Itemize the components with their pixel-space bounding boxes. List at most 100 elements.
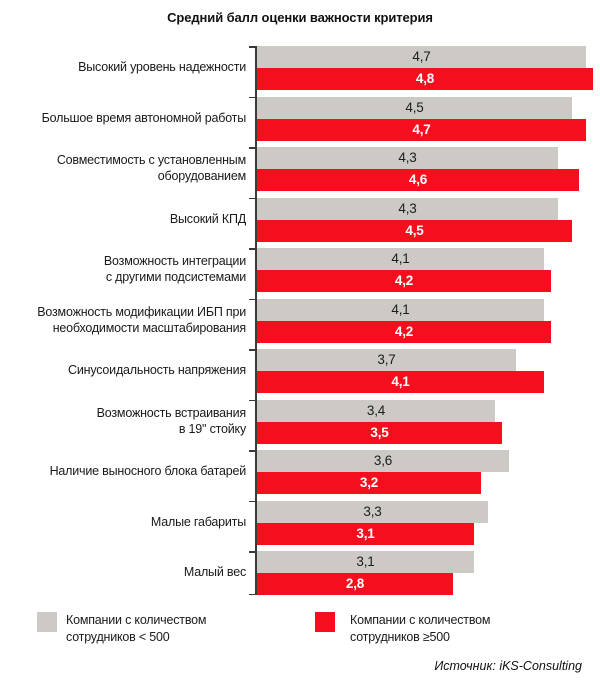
value-label: 4,3	[398, 200, 417, 216]
bar-companies-lt500: 3,4	[257, 399, 495, 422]
plot-area: 3,3 3,1	[249, 500, 600, 551]
bar-companies-gte500: 4,5	[257, 219, 572, 242]
bar-companies-lt500: 4,1	[257, 248, 544, 270]
category-label: Возможность интеграции с другими подсист…	[103, 254, 246, 284]
plot-area: 3,4 3,5	[249, 399, 600, 450]
bar-companies-lt500: 3,1	[257, 551, 475, 573]
plot-area: 4,3 4,5	[249, 197, 600, 248]
plot-area: 4,7 4,8	[249, 46, 600, 97]
plot-area: 4,1 4,2	[249, 298, 600, 349]
axis-tick	[249, 147, 257, 149]
value-label: 4,2	[394, 273, 414, 288]
value-label: 3,5	[370, 424, 389, 440]
plot-area: 3,7 4,1	[249, 349, 600, 400]
bar-companies-gte500: 4,7	[257, 118, 586, 141]
axis-tick	[249, 197, 257, 199]
category-label: Возможность встраивания в 19" стойку	[96, 405, 247, 436]
value-label: 3,1	[356, 525, 375, 541]
value-label: 4,1	[391, 301, 410, 317]
chart-row: Большое время автономной работы 4,5 4,7	[0, 96, 600, 147]
bar-companies-gte500: 3,2	[257, 472, 481, 494]
bar-companies-lt500: 4,3	[257, 147, 559, 169]
legend-swatch-gray	[37, 612, 57, 632]
bar-companies-lt500: 4,1	[257, 298, 544, 321]
axis-tick	[249, 96, 257, 98]
legend-item-companies-gte500: Компании с количеством сотрудников ≥500	[315, 612, 490, 646]
bar-companies-gte500: 3,5	[257, 421, 502, 444]
plot-area: 4,5 4,7	[249, 96, 600, 147]
value-label: 4,1	[391, 374, 410, 389]
axis-tick	[249, 248, 257, 250]
axis-tick	[249, 298, 257, 300]
chart-row: Возможность встраивания в 19" стойку 3,4 3…	[0, 399, 600, 450]
value-label: 3,4	[366, 402, 386, 418]
chart-row: Наличие выносного блока батарей 3,6 3,2	[0, 450, 600, 501]
axis-tick	[249, 593, 257, 595]
bar-companies-gte500: 4,1	[257, 371, 544, 393]
axis-tick	[249, 399, 257, 401]
axis-tick	[249, 46, 257, 48]
bar-companies-gte500: 4,2	[257, 320, 551, 343]
source-caption: Источник: iKS-Consulting	[434, 659, 582, 673]
legend-label: Компании с количеством сотрудников ≥500	[350, 613, 491, 644]
category-label: Малые габариты	[150, 514, 246, 529]
chart-row: Возможность интеграции с другими подсист…	[0, 248, 600, 299]
category-label: Синусоидальность напряжения	[68, 363, 246, 378]
category-label: Большое время автономной работы	[41, 110, 247, 125]
value-label: 4,7	[412, 121, 431, 137]
bar-companies-lt500: 4,5	[257, 96, 572, 119]
value-label: 2,8	[345, 576, 365, 591]
category-label: Совместимость с установленным оборудован…	[56, 153, 246, 183]
bar-chart: Высокий уровень надежности 4,7 4,8 Большое …	[0, 46, 600, 595]
bar-companies-gte500: 4,2	[257, 270, 551, 292]
value-label: 3,7	[377, 352, 396, 367]
category-label: Высокий уровень надежности	[78, 60, 246, 75]
value-label: 4,8	[415, 71, 435, 86]
plot-area: 3,6 3,2	[249, 450, 600, 501]
value-label: 3,6	[373, 453, 393, 468]
category-label: Возможность модификации ИБП при необходи…	[37, 304, 246, 335]
value-label: 4,7	[412, 49, 431, 64]
chart-row: Возможность модификации ИБП при необходи…	[0, 298, 600, 349]
value-label: 4,5	[405, 99, 424, 115]
value-label: 4,2	[394, 323, 414, 339]
category-label: Высокий КПД	[169, 211, 246, 226]
chart-row: Малые габариты 3,3 3,1	[0, 500, 600, 551]
legend-item-companies-lt500: Компании с количеством сотрудников < 500	[37, 612, 206, 646]
legend-swatch-red	[315, 612, 335, 632]
bar-companies-lt500: 3,3	[257, 500, 488, 523]
chart-row: Совместимость с установленным оборудован…	[0, 147, 600, 198]
chart-row: Высокий уровень надежности 4,7 4,8	[0, 46, 600, 97]
value-label: 4,1	[391, 251, 410, 266]
value-label: 4,5	[405, 222, 424, 238]
bar-companies-gte500: 2,8	[257, 573, 453, 595]
bar-companies-lt500: 4,3	[257, 197, 559, 220]
plot-area: 3,1 2,8	[249, 551, 600, 595]
value-label: 4,6	[408, 172, 428, 187]
plot-area: 4,1 4,2	[249, 248, 600, 299]
axis-tick	[249, 450, 257, 452]
bar-companies-lt500: 3,7	[257, 349, 516, 371]
value-label: 3,3	[363, 503, 382, 519]
bar-companies-lt500: 4,7	[257, 46, 586, 68]
value-label: 4,3	[398, 150, 417, 165]
chart-row: Синусоидальность напряжения 3,7 4,1	[0, 349, 600, 400]
chart-row: Высокий КПД 4,3 4,5	[0, 197, 600, 248]
chart-row: Малый вес 3,1 2,8	[0, 551, 600, 595]
bar-companies-gte500: 4,8	[257, 68, 593, 90]
plot-area: 4,3 4,6	[249, 147, 600, 198]
category-label: Малый вес	[183, 565, 246, 580]
bar-companies-lt500: 3,6	[257, 450, 509, 472]
value-label: 3,2	[359, 475, 379, 490]
chart-legend: Компании с количеством сотрудников < 500…	[0, 612, 600, 654]
category-label: Наличие выносного блока батарей	[49, 464, 247, 479]
axis-tick	[249, 500, 257, 502]
value-label: 3,1	[356, 554, 375, 569]
chart-title: Средний балл оценки важности критерия	[167, 10, 433, 25]
bar-companies-gte500: 3,1	[257, 522, 475, 545]
axis-tick	[249, 349, 257, 351]
axis-tick	[249, 551, 257, 553]
legend-label: Компании с количеством сотрудников < 500	[66, 613, 207, 644]
bar-companies-gte500: 4,6	[257, 169, 579, 191]
